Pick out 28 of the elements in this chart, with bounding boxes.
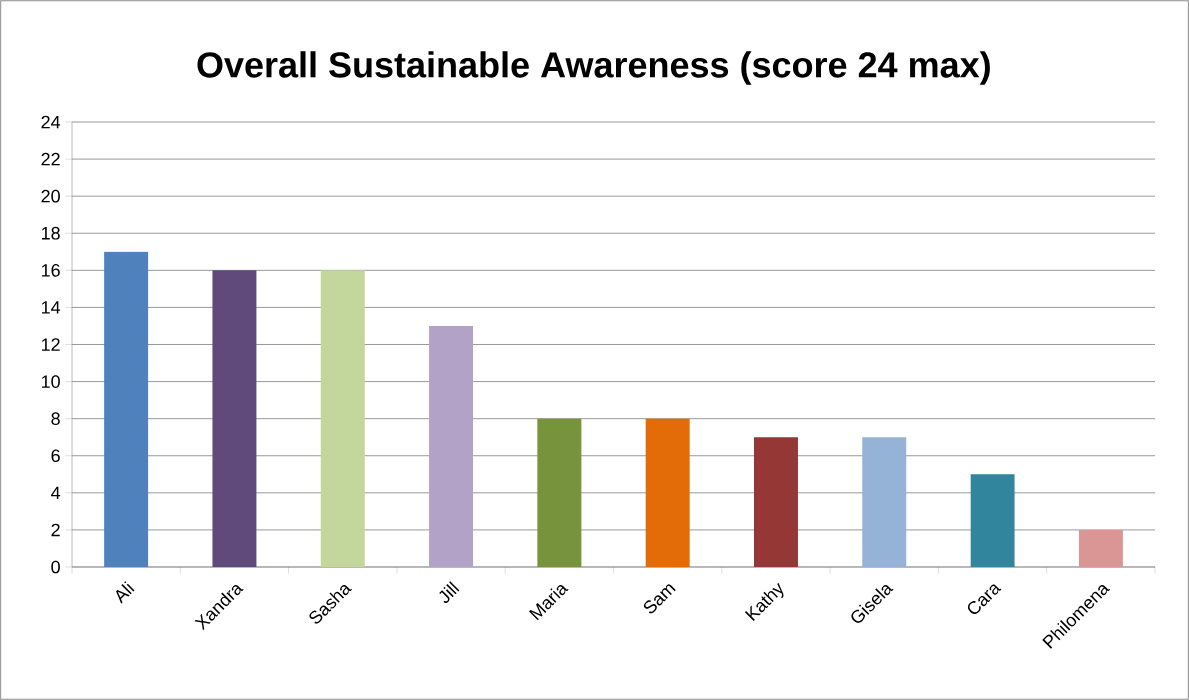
bar xyxy=(862,437,907,567)
x-tick-label: Sam xyxy=(643,584,676,614)
bar xyxy=(1078,529,1123,567)
bar xyxy=(970,474,1015,567)
y-tick-label: 22 xyxy=(41,152,60,166)
y-tick-label: 8 xyxy=(51,412,60,426)
y-tick-label: 20 xyxy=(41,189,60,203)
y-tick-label: 16 xyxy=(41,263,60,277)
x-tick-label: Ali xyxy=(116,581,135,604)
y-tick-label: 0 xyxy=(51,560,60,574)
y-tick-label: 2 xyxy=(51,523,60,537)
x-tick-label: Jill xyxy=(439,581,460,603)
y-tick-label: 12 xyxy=(41,338,60,351)
x-tick-label: Cara xyxy=(967,584,1002,614)
bar xyxy=(104,251,149,567)
y-tick-label: 18 xyxy=(41,226,60,240)
bar xyxy=(212,270,257,567)
y-tick-label: 14 xyxy=(41,301,61,314)
y-tick-label: 4 xyxy=(51,486,61,500)
y-tick-label: 10 xyxy=(41,375,60,388)
y-tick-label: 6 xyxy=(51,449,60,463)
bar xyxy=(753,437,798,567)
bar xyxy=(537,418,582,567)
bar xyxy=(320,270,365,567)
bar xyxy=(429,325,474,567)
y-tick-label: 24 xyxy=(41,115,61,129)
chart-title: Overall Sustainable Awareness (score 24 max) xyxy=(197,51,990,85)
bar xyxy=(645,418,690,567)
